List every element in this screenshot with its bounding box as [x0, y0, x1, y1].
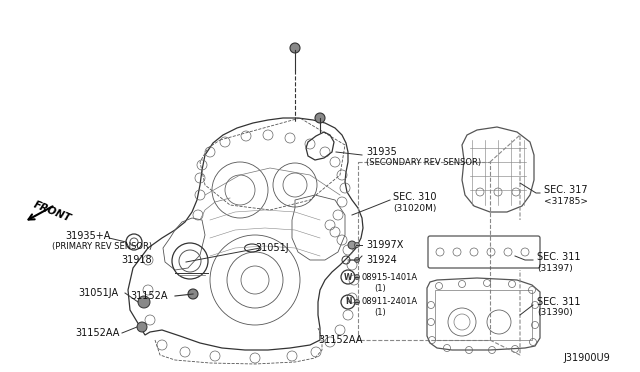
Text: SEC. 311: SEC. 311: [537, 297, 580, 307]
Circle shape: [355, 275, 360, 279]
Circle shape: [138, 296, 150, 308]
Text: (31020M): (31020M): [393, 203, 436, 212]
Bar: [358, 162, 490, 340]
Circle shape: [137, 322, 147, 332]
Text: (SECONDARY REV SENSOR): (SECONDARY REV SENSOR): [366, 158, 481, 167]
Text: J31900U9: J31900U9: [563, 353, 610, 363]
Text: 31924: 31924: [366, 255, 397, 265]
Text: 31051JA: 31051JA: [78, 288, 118, 298]
Text: 31152AA: 31152AA: [75, 328, 120, 338]
Text: 31935+A: 31935+A: [65, 231, 110, 241]
Text: SEC. 317: SEC. 317: [544, 185, 588, 195]
Text: 31152A: 31152A: [130, 291, 168, 301]
Text: (31397): (31397): [537, 263, 573, 273]
Circle shape: [348, 241, 356, 249]
Text: 31152AA: 31152AA: [318, 335, 362, 345]
Text: (1): (1): [374, 283, 386, 292]
Circle shape: [355, 243, 360, 247]
Text: 31918: 31918: [121, 255, 152, 265]
Circle shape: [355, 257, 360, 263]
Circle shape: [315, 113, 325, 123]
Text: 31935: 31935: [366, 147, 397, 157]
Circle shape: [355, 299, 360, 305]
Text: 31997X: 31997X: [366, 240, 403, 250]
Text: SEC. 311: SEC. 311: [537, 252, 580, 262]
Text: (31390): (31390): [537, 308, 573, 317]
Text: 08915-1401A: 08915-1401A: [362, 273, 418, 282]
Text: (PRIMARY REV SENSOR): (PRIMARY REV SENSOR): [52, 243, 152, 251]
Text: <31785>: <31785>: [544, 196, 588, 205]
Text: 08911-2401A: 08911-2401A: [362, 298, 418, 307]
Text: (1): (1): [374, 308, 386, 317]
Text: 31051J: 31051J: [255, 243, 289, 253]
Circle shape: [188, 289, 198, 299]
Text: N: N: [345, 298, 351, 307]
Text: FRONT: FRONT: [32, 200, 72, 224]
Text: W: W: [344, 273, 352, 282]
Text: SEC. 310: SEC. 310: [393, 192, 436, 202]
Circle shape: [290, 43, 300, 53]
